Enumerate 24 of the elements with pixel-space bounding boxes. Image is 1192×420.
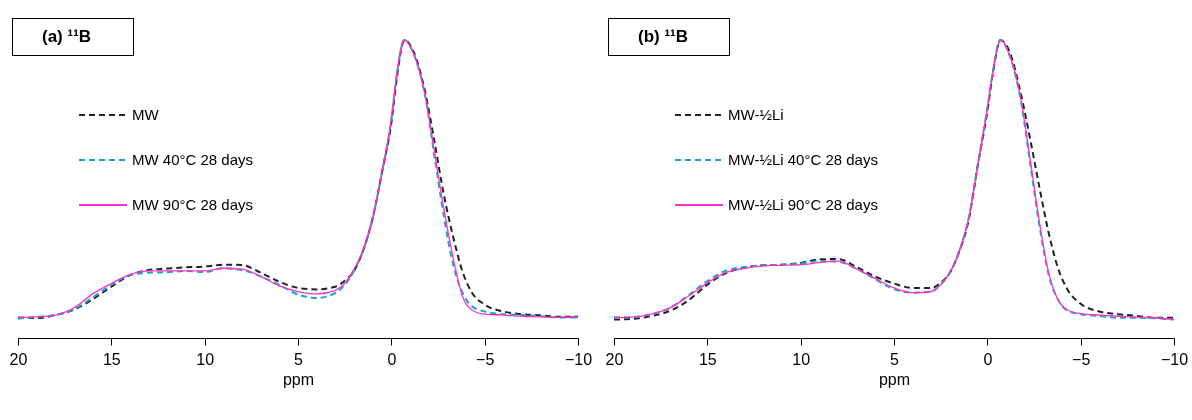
legend-label: MW 90°C 28 days: [132, 196, 254, 213]
legend-label: MW-½Li 90°C 28 days: [728, 196, 878, 213]
x-tick-label: 5: [294, 350, 304, 368]
x-tick-label: −5: [476, 350, 495, 368]
x-tick-label: 20: [9, 350, 28, 368]
x-axis-title: ppm: [282, 370, 315, 388]
x-tick-label: −10: [564, 350, 593, 368]
legend-label: MW-½Li 40°C 28 days: [728, 151, 878, 168]
x-tick-label: 15: [102, 350, 121, 368]
chart-title: (b) ¹¹B: [638, 27, 689, 47]
x-tick-label: 0: [387, 350, 397, 368]
x-tick-label: 15: [698, 350, 717, 368]
x-tick-label: 5: [890, 350, 900, 368]
x-tick-label: 20: [605, 350, 624, 368]
x-axis-title: ppm: [878, 370, 911, 388]
legend-label: MW: [132, 106, 160, 123]
x-tick-label: 10: [196, 350, 215, 368]
legend-label: MW 40°C 28 days: [132, 151, 254, 168]
x-tick-label: 10: [792, 350, 811, 368]
chart-title: (a) ¹¹B: [42, 27, 92, 47]
x-tick-label: −10: [1160, 350, 1189, 368]
legend-label: MW-½Li: [728, 106, 784, 123]
x-tick-label: 0: [983, 350, 993, 368]
x-tick-label: −5: [1072, 350, 1091, 368]
